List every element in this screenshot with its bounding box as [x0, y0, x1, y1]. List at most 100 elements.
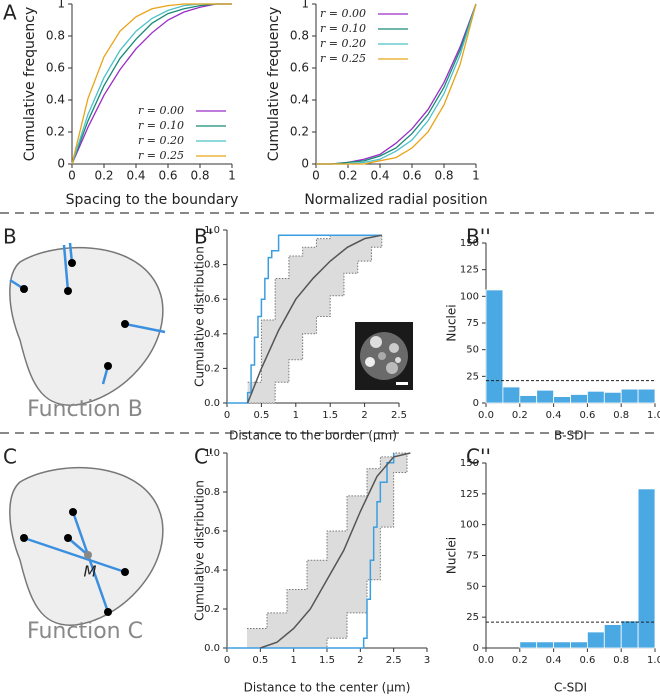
x-tick-label: 0.2 [338, 169, 357, 183]
x-tick-label: 0.2 [512, 655, 528, 666]
envelope-lower [247, 453, 408, 649]
legend-label: r = 0.20 [138, 134, 184, 147]
bar [637, 488, 656, 649]
x-tick-label: 2 [357, 655, 363, 666]
series-line [71, 3, 232, 165]
envelope-upper [247, 234, 382, 383]
x-tick-label: 1 [293, 410, 299, 421]
x-axis-label: Distance to the border (µm) [229, 429, 397, 443]
x-axis-label: Distance to the center (µm) [244, 681, 411, 695]
bar [485, 289, 504, 404]
x-axis-label: B-SDI [554, 429, 587, 443]
bar [637, 388, 656, 404]
y-tick-label: 100 [460, 520, 479, 531]
bar [603, 624, 622, 649]
y-axis-label: Cumulative frequency [22, 7, 38, 162]
y-tick-label: 50 [466, 581, 479, 592]
observed-cdf [227, 234, 382, 404]
diagram-c: M Function C [9, 466, 164, 644]
y-axis-label: Nuclei [445, 537, 459, 574]
y-tick-label: 1.0 [204, 448, 220, 459]
x-tick-label: 0.2 [512, 410, 528, 421]
y-tick-label: 0.2 [46, 125, 65, 139]
y-tick-label: 0.4 [204, 565, 220, 576]
x-tick-label: 0.8 [613, 410, 629, 421]
x-tick-label: 0.4 [546, 655, 562, 666]
y-tick-label: 25 [466, 371, 479, 382]
legend-label: r = 0.00 [138, 104, 184, 117]
y-tick-label: 0.4 [46, 93, 65, 107]
center [84, 551, 92, 559]
x-tick-label: 1.0 [647, 410, 660, 421]
bar [536, 389, 555, 404]
y-tick-label: 0.2 [290, 125, 309, 139]
legend-label: r = 0.25 [320, 52, 366, 65]
y-tick-label: 0.8 [290, 29, 309, 43]
x-tick-label: 0 [312, 169, 320, 183]
bar [603, 391, 622, 404]
y-tick-label: 150 [460, 458, 479, 469]
x-tick-label: 2 [361, 410, 367, 421]
diagram-title: Function C [27, 619, 143, 644]
x-tick-label: 0.6 [579, 410, 595, 421]
envelope-lower [247, 235, 383, 404]
y-tick-label: 75 [466, 318, 479, 329]
x-tick-label: 0 [224, 655, 230, 666]
y-tick-label: 25 [466, 612, 479, 623]
y-tick-label: 0 [57, 157, 65, 171]
panel-label: C' [194, 445, 213, 469]
x-tick-label: 0 [224, 410, 230, 421]
series-line [316, 3, 477, 165]
x-tick-label: 0.8 [434, 169, 453, 183]
x-tick-label: 3 [424, 655, 430, 666]
x-tick-label: 2.5 [386, 655, 402, 666]
diagram-title: Function B [27, 397, 143, 422]
x-tick-label: 1.5 [322, 410, 338, 421]
bar [553, 396, 571, 404]
y-tick-label: 0.2 [204, 363, 220, 374]
foci [20, 259, 129, 370]
bar [553, 641, 571, 649]
panel-label: B' [194, 225, 213, 249]
x-tick-label: 1 [472, 169, 480, 183]
x-axis-label: Spacing to the boundary [66, 192, 239, 208]
x-tick-label: 0 [68, 169, 76, 183]
y-tick-label: 0.8 [204, 487, 220, 498]
panel-label: A [3, 1, 17, 25]
y-tick-label: 0 [473, 398, 479, 409]
inset-image [355, 322, 413, 390]
legend-label: r = 0.10 [320, 22, 366, 35]
x-tick-label: 1 [290, 655, 296, 666]
y-tick-label: 75 [466, 551, 479, 562]
y-tick-label: 0.2 [204, 604, 220, 615]
y-tick-label: 50 [466, 345, 479, 356]
y-axis-label: Cumulative distribution [193, 480, 207, 621]
legend-label: r = 0.25 [138, 149, 184, 162]
x-tick-label: 0.0 [478, 410, 494, 421]
bar [519, 641, 538, 649]
series-line [316, 3, 477, 165]
bar [502, 386, 521, 404]
x-tick-label: 0.2 [94, 169, 113, 183]
center-label: M [84, 563, 97, 581]
x-axis-label: Normalized radial position [304, 192, 487, 208]
y-tick-label: 0.0 [204, 643, 220, 654]
y-axis-label: Cumulative distribution [193, 246, 207, 387]
x-tick-label: 1.5 [319, 655, 335, 666]
median-cdf [246, 234, 382, 404]
bar [587, 631, 605, 649]
x-tick-label: 1.0 [647, 655, 660, 666]
x-tick-label: 2.5 [391, 410, 407, 421]
legend-label: r = 0.10 [138, 119, 184, 132]
y-tick-label: 0.4 [204, 329, 220, 340]
y-tick-label: 0.8 [204, 260, 220, 271]
legend-label: r = 0.20 [320, 37, 366, 50]
y-tick-label: 0.6 [290, 61, 309, 75]
observed-cdf [227, 453, 395, 649]
panel-label: B [3, 225, 17, 249]
y-tick-label: 0.6 [204, 294, 220, 305]
bar [519, 395, 538, 404]
x-tick-label: 0.4 [126, 169, 145, 183]
x-tick-label: 1 [228, 169, 236, 183]
